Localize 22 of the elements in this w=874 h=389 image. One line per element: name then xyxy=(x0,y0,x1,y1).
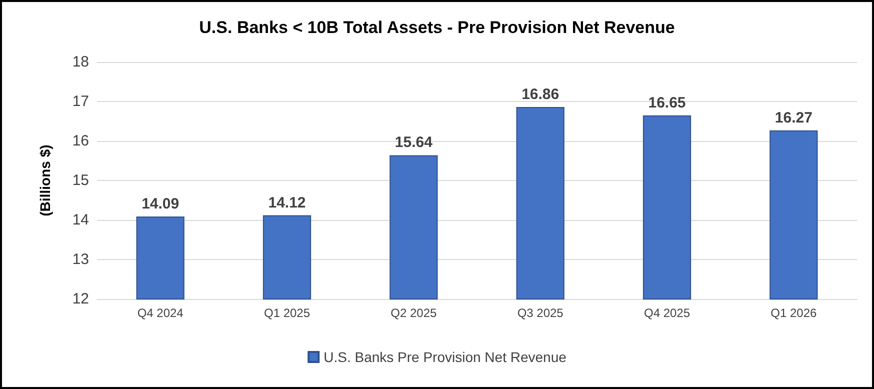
y-tick-label: 13 xyxy=(72,251,89,268)
y-tick-label: 16 xyxy=(72,132,89,150)
x-tick-label: Q4 2024 xyxy=(137,306,184,320)
y-axis-title: (Billions $) xyxy=(37,144,53,216)
data-label: 14.09 xyxy=(142,195,180,212)
y-tick-label: 15 xyxy=(72,172,89,189)
data-label: 16.65 xyxy=(648,94,686,112)
data-label: 15.64 xyxy=(394,134,434,152)
x-tick-label: Q2 2025 xyxy=(390,306,438,320)
data-label: 16.27 xyxy=(774,109,812,126)
chart-title: U.S. Banks < 10B Total Assets - Pre Provision Net Revenue xyxy=(199,18,675,37)
data-label: 14.12 xyxy=(268,194,306,212)
x-tick-label: Q3 2025 xyxy=(517,306,564,320)
y-tick-label: 18 xyxy=(72,54,89,70)
y-tick-label: 14 xyxy=(72,212,89,228)
y-tick-label: 17 xyxy=(72,93,89,110)
x-tick-label: Q4 2025 xyxy=(644,306,690,320)
x-tick-label: Q1 2026 xyxy=(770,306,818,320)
x-tick-label: Q1 2025 xyxy=(264,306,310,320)
data-label: 16.86 xyxy=(522,86,560,104)
legend-label: U.S. Banks Pre Provision Net Revenue xyxy=(324,349,567,365)
y-tick-label: 12 xyxy=(72,290,89,308)
